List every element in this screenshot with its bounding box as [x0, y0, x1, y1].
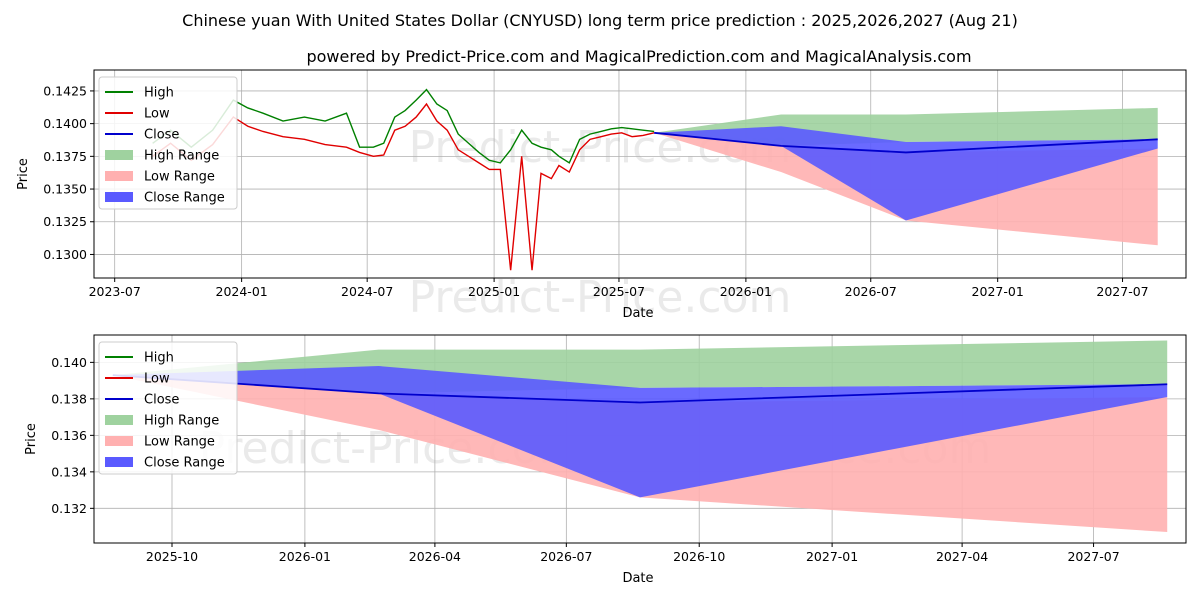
y-tick-label: 0.1350 — [43, 182, 87, 197]
y-tick-label: 0.134 — [51, 464, 87, 479]
panel-history-forecast: Predict-Price.com Predict-Price.com 2023… — [16, 69, 1187, 323]
plot-area — [152, 88, 1158, 271]
legend-label: Close Range — [144, 191, 225, 206]
y-tick-label: 0.1375 — [43, 149, 87, 164]
legend: High Low Close High Range Low Range Close Ran… — [98, 341, 238, 475]
x-tick-label: 2026-07 — [845, 284, 897, 299]
legend-box — [98, 341, 238, 475]
x-tick-label: 2027-04 — [936, 549, 988, 564]
y-tick-label: 0.136 — [51, 428, 87, 443]
close-range-band — [654, 126, 1158, 221]
panel-forecast-zoom: Predict-Price.com Predict-Price.com 2025… — [24, 334, 1187, 586]
legend-label: Low — [144, 107, 170, 122]
x-tick-label: 2027-01 — [972, 284, 1024, 299]
x-tick-label: 2025-10 — [146, 549, 198, 564]
legend-label: Close — [144, 393, 179, 408]
plot-frame — [93, 69, 1187, 279]
legend-label: High Range — [144, 149, 219, 164]
legend-label: Low Range — [144, 170, 215, 185]
legend: High Low Close High Range Low Range Close Ran… — [98, 76, 238, 210]
x-tick-label: 2025-01 — [468, 284, 520, 299]
legend-patch-swatch — [105, 415, 133, 425]
y-tick-label: 0.1300 — [43, 247, 87, 262]
chart-subtitle: powered by Predict-Price.com and Magical… — [306, 47, 971, 66]
x-tick-label: 2024-01 — [216, 284, 268, 299]
y-axis-label: Price — [16, 158, 31, 190]
legend-patch-swatch — [105, 457, 133, 467]
legend-box — [98, 76, 238, 210]
y-tick-label: 0.1325 — [43, 214, 87, 229]
y-axis-label: Price — [24, 423, 39, 455]
legend-patch-swatch — [105, 192, 133, 202]
axis-ticks: 2025-10 2026-01 2026-04 2026-07 2026-10 2027-… — [51, 355, 1119, 564]
legend-label: High Range — [144, 414, 219, 429]
x-tick-label: 2025-07 — [593, 284, 645, 299]
chart-title: Chinese yuan With United States Dollar (… — [182, 11, 1018, 30]
x-tick-label: 2027-07 — [1067, 549, 1119, 564]
watermark-top-2: Predict-Price.com — [409, 272, 792, 323]
x-tick-label: 2027-01 — [806, 549, 858, 564]
y-tick-label: 0.132 — [51, 501, 87, 516]
plot-frame — [93, 334, 1187, 544]
legend-patch-swatch — [105, 436, 133, 446]
low-series-line — [152, 102, 655, 271]
y-tick-label: 0.140 — [51, 355, 87, 370]
y-tick-label: 0.1425 — [43, 83, 87, 98]
plot-area — [112, 340, 1168, 533]
legend-label: Low — [144, 372, 170, 387]
x-tick-label: 2026-01 — [279, 549, 331, 564]
legend-label: Close Range — [144, 456, 225, 471]
x-tick-label: 2027-07 — [1096, 284, 1148, 299]
legend-label: Close — [144, 128, 179, 143]
legend-label: Low Range — [144, 435, 215, 450]
x-tick-label: 2026-07 — [540, 549, 592, 564]
x-tick-label: 2023-07 — [89, 284, 141, 299]
legend-patch-swatch — [105, 171, 133, 181]
x-tick-label: 2026-04 — [409, 549, 461, 564]
x-tick-label: 2024-07 — [341, 284, 393, 299]
close-series-line — [112, 374, 1168, 404]
x-axis-label: Date — [622, 571, 653, 586]
legend-patch-swatch — [105, 150, 133, 160]
close-range-band — [112, 366, 1168, 498]
legend-label: High — [144, 351, 174, 366]
axis-ticks: 2023-07 2024-01 2024-07 2025-01 2025-07 2026-… — [43, 83, 1148, 299]
x-axis-label: Date — [622, 306, 653, 321]
y-tick-label: 0.1400 — [43, 116, 87, 131]
x-tick-label: 2026-01 — [720, 284, 772, 299]
close-series-line — [654, 131, 1158, 154]
high-series-line — [152, 88, 655, 164]
y-tick-label: 0.138 — [51, 391, 87, 406]
x-tick-label: 2026-10 — [673, 549, 725, 564]
legend-label: High — [144, 86, 174, 101]
